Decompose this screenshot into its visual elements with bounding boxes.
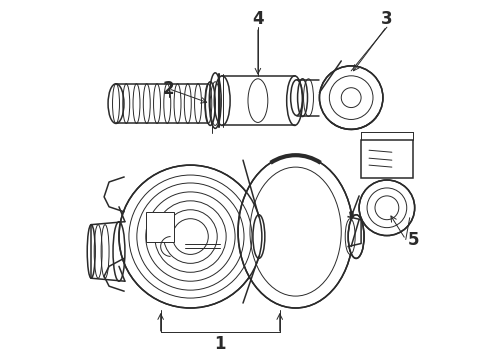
Circle shape [319, 66, 383, 129]
Bar [146, 212, 173, 242]
Text: 3: 3 [381, 10, 392, 28]
Text: 2: 2 [163, 80, 174, 98]
Bar [361, 140, 413, 178]
Circle shape [119, 165, 262, 308]
Text: 1: 1 [215, 335, 226, 353]
Text: 5: 5 [408, 230, 419, 248]
Ellipse shape [238, 155, 353, 308]
Text: 4: 4 [252, 10, 264, 28]
Circle shape [359, 180, 415, 235]
Ellipse shape [348, 215, 364, 258]
